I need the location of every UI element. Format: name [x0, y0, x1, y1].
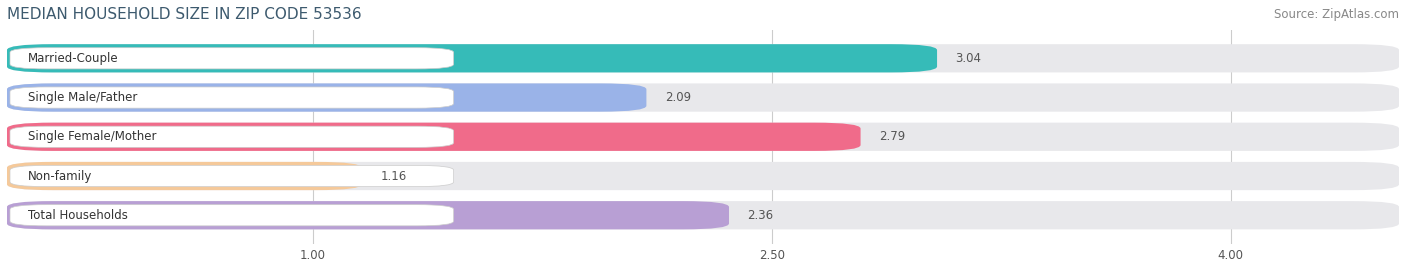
- Text: 3.04: 3.04: [956, 52, 981, 65]
- FancyBboxPatch shape: [7, 44, 1399, 72]
- FancyBboxPatch shape: [7, 123, 1399, 151]
- FancyBboxPatch shape: [7, 162, 361, 190]
- FancyBboxPatch shape: [7, 162, 1399, 190]
- FancyBboxPatch shape: [7, 83, 647, 112]
- Text: Total Households: Total Households: [28, 209, 128, 222]
- FancyBboxPatch shape: [7, 201, 728, 229]
- Text: Single Male/Father: Single Male/Father: [28, 91, 138, 104]
- FancyBboxPatch shape: [7, 44, 936, 72]
- Text: Married-Couple: Married-Couple: [28, 52, 120, 65]
- Text: Source: ZipAtlas.com: Source: ZipAtlas.com: [1274, 8, 1399, 21]
- Text: 2.79: 2.79: [879, 130, 905, 143]
- FancyBboxPatch shape: [7, 201, 1399, 229]
- FancyBboxPatch shape: [7, 123, 860, 151]
- FancyBboxPatch shape: [10, 126, 454, 147]
- Text: MEDIAN HOUSEHOLD SIZE IN ZIP CODE 53536: MEDIAN HOUSEHOLD SIZE IN ZIP CODE 53536: [7, 7, 361, 22]
- FancyBboxPatch shape: [10, 48, 454, 69]
- Text: 2.36: 2.36: [748, 209, 773, 222]
- FancyBboxPatch shape: [10, 87, 454, 108]
- Text: Single Female/Mother: Single Female/Mother: [28, 130, 157, 143]
- Text: Non-family: Non-family: [28, 169, 93, 182]
- Text: 2.09: 2.09: [665, 91, 690, 104]
- FancyBboxPatch shape: [7, 83, 1399, 112]
- FancyBboxPatch shape: [10, 165, 454, 187]
- FancyBboxPatch shape: [10, 205, 454, 226]
- Text: 1.16: 1.16: [380, 169, 406, 182]
